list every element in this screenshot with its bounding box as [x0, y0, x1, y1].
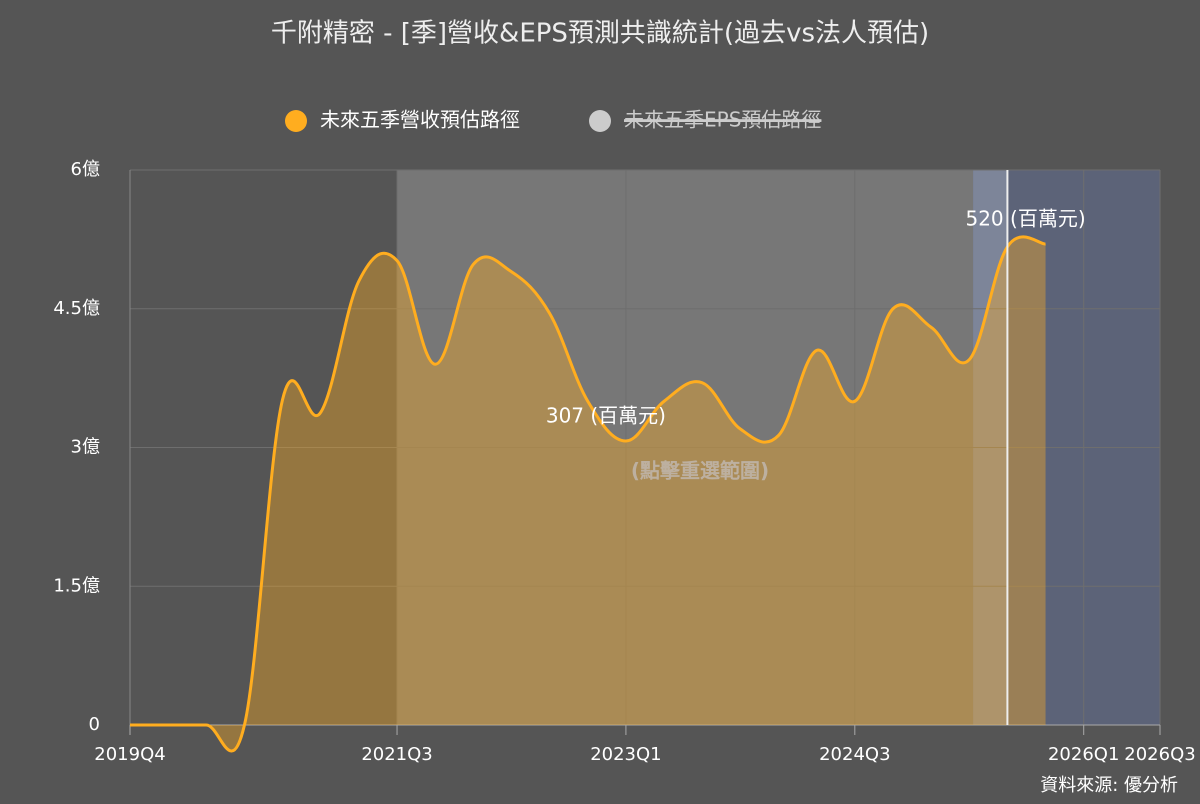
legend-item[interactable]: 未來五季EPS預估路徑: [589, 108, 822, 133]
y-tick-label: 3億: [71, 437, 100, 458]
y-tick-label: 1.5億: [53, 575, 100, 596]
data-label: 520 (百萬元): [965, 207, 1085, 231]
x-tick-label: 2026Q1: [1048, 744, 1119, 765]
source: 資料來源: 優分析: [1040, 775, 1178, 796]
data-label: 307 (百萬元): [546, 404, 666, 428]
x-tick-label: 2026Q3: [1124, 744, 1195, 765]
hint: (點擊重選範圍): [631, 459, 769, 483]
legend-label: 未來五季營收預估路徑: [320, 108, 520, 132]
legend-item[interactable]: 未來五季營收預估路徑: [285, 108, 520, 133]
legend-marker: [589, 110, 611, 132]
x-tick-label: 2019Q4: [94, 744, 165, 765]
x-tick-label: 2021Q3: [361, 744, 432, 765]
y-tick-label: 6億: [71, 159, 100, 180]
line: [129, 235, 1046, 753]
y-tick-label: 0: [89, 714, 100, 735]
legend-label: 未來五季EPS預估路徑: [624, 108, 821, 132]
legend-marker: [285, 110, 307, 132]
x-tick-label: 2024Q3: [819, 744, 890, 765]
area: [130, 236, 1046, 752]
y-tick-label: 4.5億: [53, 298, 100, 319]
chart-title: 千附精密 - [季]營收&EPS預測共識統計(過去vs法人預估): [271, 19, 929, 49]
x-tick-label: 2023Q1: [590, 744, 661, 765]
